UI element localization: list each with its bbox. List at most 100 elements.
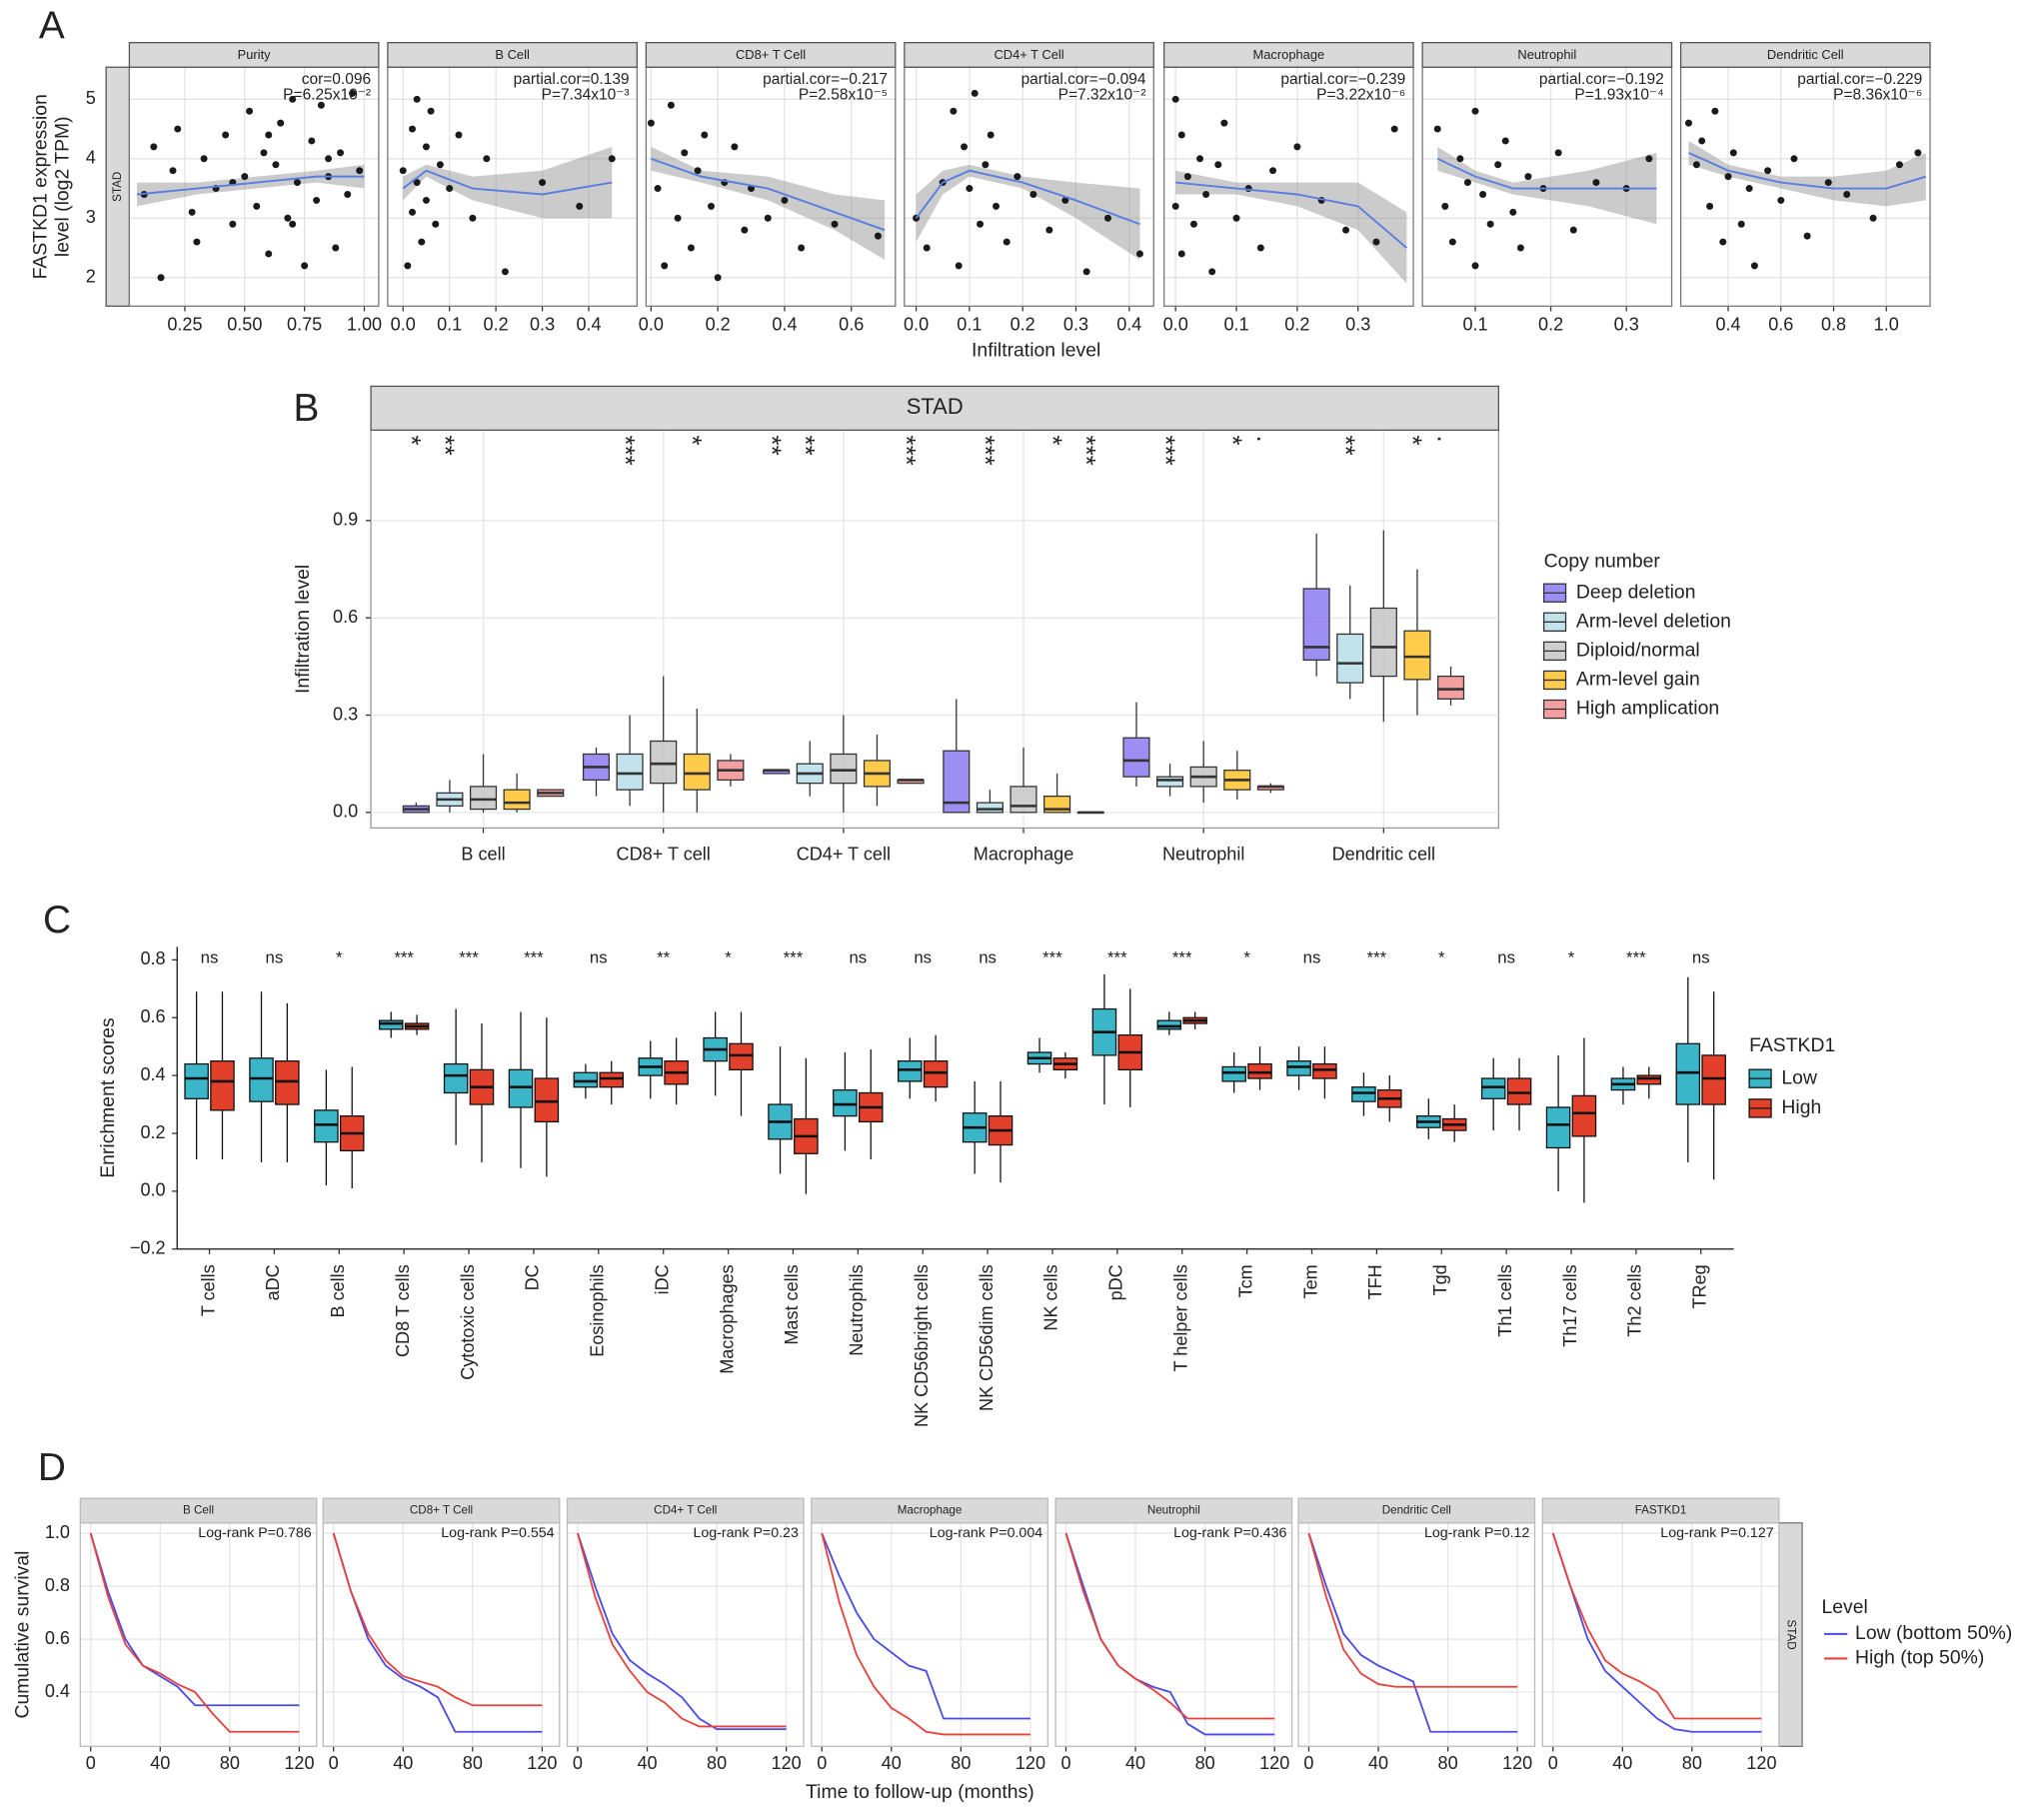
point: [1061, 196, 1069, 204]
annotation: Log-rank P=0.786: [198, 1525, 311, 1541]
x-tick-label: 0.2: [1011, 314, 1035, 334]
x-tick-label: 0.2: [484, 314, 509, 334]
x-tick-label: 0.4: [576, 314, 601, 334]
box: [1506, 1077, 1532, 1105]
point: [1448, 238, 1456, 246]
x-axis-label: Time to follow-up (months): [806, 1781, 1034, 1803]
legend-title: Copy number: [1544, 550, 1661, 572]
significance: **: [657, 947, 671, 966]
x-tick-label: 0.2: [706, 314, 731, 334]
point: [1103, 214, 1111, 222]
point: [1645, 155, 1653, 163]
x-tick-label: 40: [393, 1753, 413, 1773]
legend-label: High (top 50%): [1855, 1647, 1984, 1669]
panel-background: [811, 1522, 1048, 1747]
box: [1369, 607, 1397, 678]
box: [1636, 1074, 1662, 1085]
x-tick-label: 0: [329, 1753, 339, 1773]
x-tick-label: 0.3: [1614, 314, 1639, 334]
point: [188, 208, 196, 216]
point: [1045, 226, 1053, 234]
survival-curve: [821, 1532, 1030, 1736]
x-tick-label: Eosinophils: [588, 1264, 608, 1356]
point: [241, 173, 249, 181]
point: [1824, 179, 1832, 187]
survival-curve: [89, 1532, 300, 1733]
annotation: P=6.25x10⁻²: [283, 87, 371, 104]
confidence-band: [137, 164, 365, 207]
point: [1456, 155, 1464, 163]
y-axis-label: FASTKD1 expression: [30, 94, 52, 279]
point: [667, 101, 675, 109]
annotation: partial.cor=−0.239: [1280, 71, 1405, 88]
point: [436, 161, 444, 169]
significance: ns: [201, 947, 219, 966]
annotation: P=1.93x10⁻⁴: [1574, 87, 1663, 104]
y-axis-label: Cumulative survival: [12, 1551, 34, 1719]
point: [409, 208, 416, 216]
x-tick-label: 120: [1746, 1753, 1776, 1773]
y-axis-label: Infiltration level: [292, 565, 314, 694]
y-tick-label: 0.0: [140, 1180, 165, 1200]
point: [714, 274, 722, 282]
point: [1509, 208, 1517, 216]
annotation: Log-rank P=0.004: [930, 1525, 1042, 1541]
point: [356, 167, 364, 175]
box: [1571, 1094, 1597, 1137]
box: [1247, 1062, 1272, 1079]
panel-label: B: [294, 387, 320, 430]
point: [1196, 155, 1204, 163]
point: [289, 95, 297, 103]
x-tick-label: 0: [817, 1753, 827, 1773]
annotation: P=2.58x10⁻⁵: [799, 87, 888, 104]
x-tick-label: NK CD56bright cells: [912, 1264, 932, 1427]
x-tick-label: 0.1: [437, 314, 462, 334]
point: [483, 155, 491, 163]
point: [265, 250, 273, 258]
box: [1302, 588, 1330, 662]
x-tick-label: 80: [1438, 1753, 1458, 1773]
x-tick-label: 0.1: [957, 314, 982, 334]
row-strip-label: STAD: [111, 172, 124, 202]
x-tick-label: 120: [527, 1753, 557, 1773]
significance: ns: [266, 947, 284, 966]
significance: *: [1217, 436, 1245, 446]
point: [308, 137, 316, 145]
fit-line: [915, 169, 1140, 226]
significance: ***: [394, 947, 414, 966]
box: [469, 786, 498, 811]
point: [707, 202, 715, 210]
point: [1737, 220, 1745, 228]
x-tick-label: CD8 T cells: [393, 1264, 413, 1357]
x-tick-label: 40: [1612, 1753, 1632, 1773]
point: [955, 262, 963, 270]
x-tick-label: 120: [284, 1753, 314, 1773]
point: [1214, 161, 1222, 169]
box: [573, 1071, 599, 1088]
facet-strip: [566, 1497, 805, 1524]
significance: ns: [849, 947, 867, 966]
box: [1221, 1065, 1246, 1082]
point: [966, 185, 974, 193]
box: [1436, 675, 1465, 700]
facet-strip: [387, 42, 638, 68]
point: [284, 214, 292, 222]
box: [1480, 1077, 1506, 1099]
point: [923, 244, 931, 252]
x-tick-label: 120: [1502, 1753, 1532, 1773]
x-tick-label: 0.4: [772, 314, 797, 334]
point: [169, 167, 177, 175]
facet-strip: [128, 42, 380, 68]
point: [337, 149, 345, 157]
x-tick-label: 120: [1016, 1753, 1045, 1773]
box: [599, 1071, 625, 1088]
box: [1545, 1106, 1571, 1149]
point: [1029, 190, 1037, 198]
box: [650, 740, 678, 785]
box: [729, 1042, 754, 1070]
point: [174, 125, 182, 133]
x-tick-label: 1.00: [347, 314, 382, 334]
facet-title: Dendritic Cell: [1767, 47, 1844, 62]
point: [1724, 173, 1732, 181]
significance: ***: [892, 436, 920, 466]
